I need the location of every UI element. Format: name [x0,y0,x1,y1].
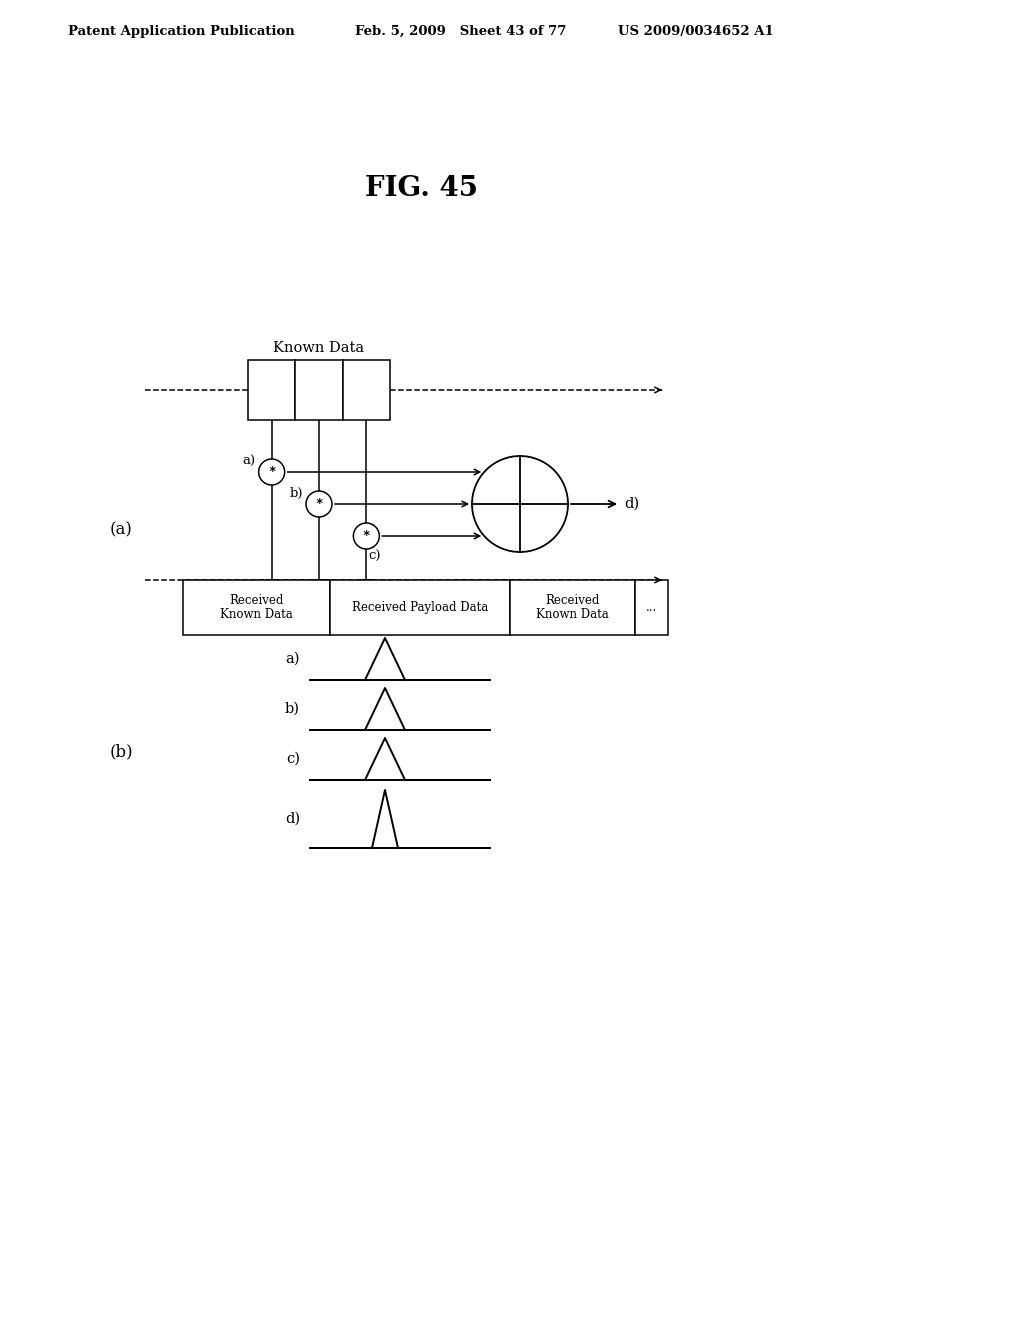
Text: FIG. 45: FIG. 45 [365,176,478,202]
Bar [248,360,295,420]
Bar [295,360,343,420]
Text: Received
Known Data: Received Known Data [220,594,293,622]
Text: ...: ... [646,601,657,614]
Text: d): d) [624,498,639,511]
Text: c): c) [369,550,381,564]
Bar [343,360,390,420]
Text: (a): (a) [110,521,133,539]
Text: b): b) [285,702,300,715]
Text: a): a) [286,652,300,667]
Text: *: * [315,496,323,510]
Bar [183,579,330,635]
Text: *: * [362,528,370,541]
Bar [635,579,668,635]
Text: b): b) [290,487,303,500]
Text: Known Data: Known Data [273,341,365,355]
Text: c): c) [286,752,300,766]
Text: *: * [268,465,275,478]
Text: Received Payload Data: Received Payload Data [352,601,488,614]
Text: Patent Application Publication: Patent Application Publication [68,25,295,38]
Text: Feb. 5, 2009   Sheet 43 of 77: Feb. 5, 2009 Sheet 43 of 77 [355,25,566,38]
Circle shape [259,459,285,484]
Bar [330,579,510,635]
Text: Received
Known Data: Received Known Data [537,594,609,622]
Text: US 2009/0034652 A1: US 2009/0034652 A1 [618,25,774,38]
Circle shape [306,491,332,517]
Text: (b): (b) [110,743,133,760]
Circle shape [353,523,379,549]
Text: d): d) [285,812,300,826]
Bar [510,579,635,635]
Text: a): a) [243,455,256,469]
Circle shape [472,455,568,552]
